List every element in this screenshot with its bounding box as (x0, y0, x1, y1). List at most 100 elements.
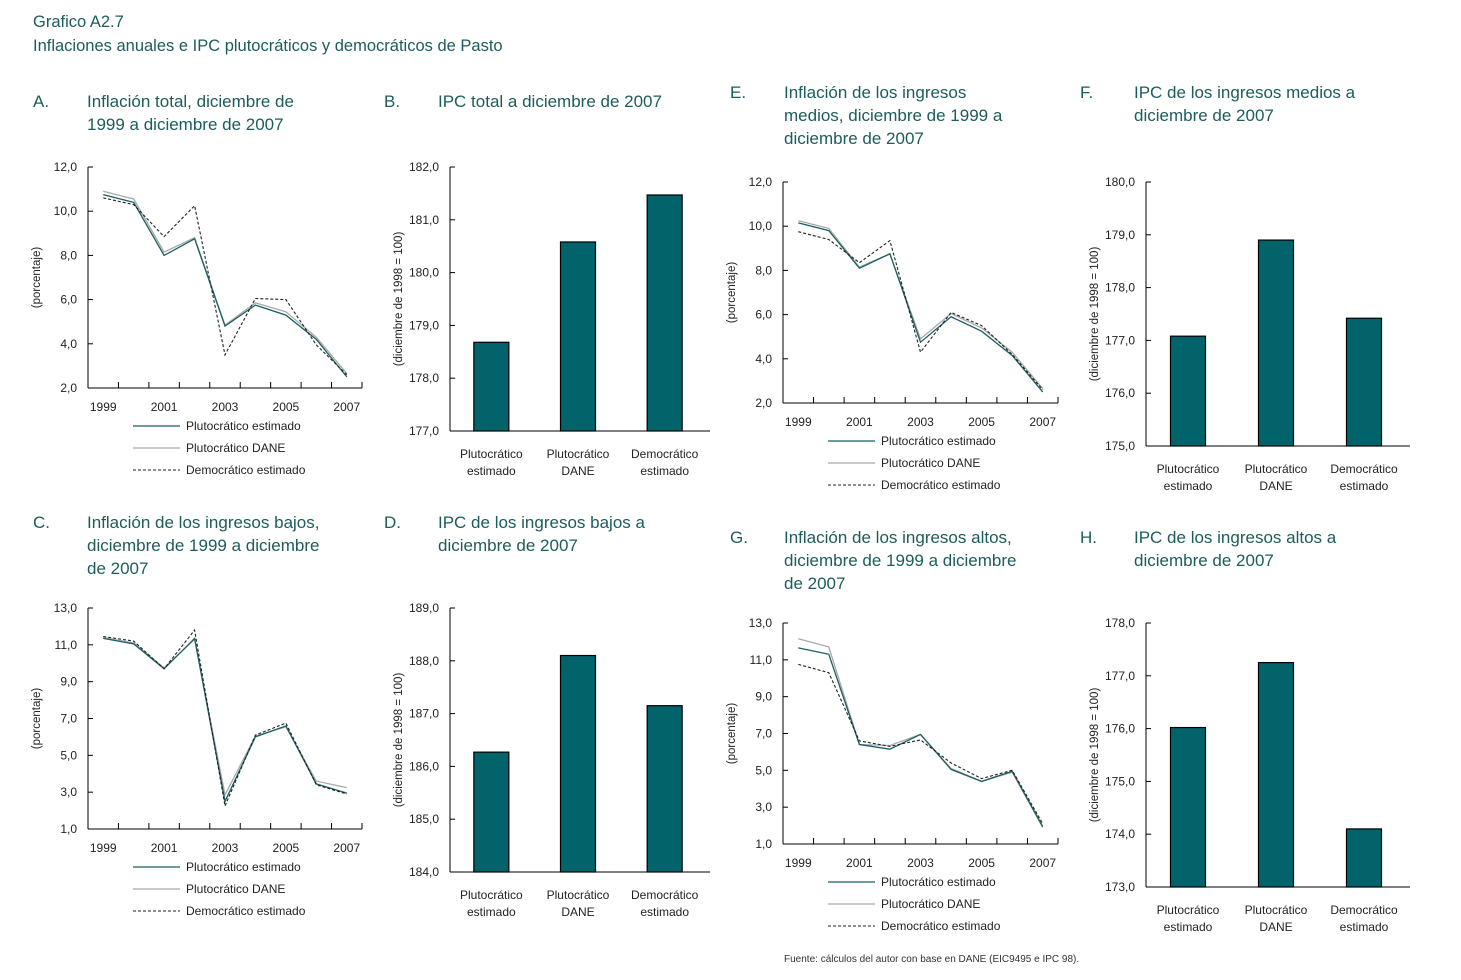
x-category-label: estimado (1164, 920, 1213, 934)
bar (473, 751, 510, 873)
y-axis-label: (diciembre de 1998 = 100) (1089, 247, 1101, 382)
y-tick-label: 7,0 (755, 727, 772, 741)
x-tick-label: 2001 (846, 856, 873, 870)
x-tick-label: 2007 (1029, 856, 1056, 870)
legend-label: Plutocrático estimado (881, 875, 996, 889)
x-category-label: Plutocrático (547, 447, 610, 461)
x-category-label: Plutocrático (460, 447, 523, 461)
y-tick-label: 176,0 (1105, 722, 1135, 736)
panel-letter: H. (1080, 528, 1097, 547)
series-line-plutocr-tico-estimado (798, 647, 1044, 827)
series-line-democr-tico-estimado (103, 197, 348, 376)
x-category-label: Plutocrático (547, 888, 610, 902)
panel-letter: G. (730, 528, 748, 547)
panel-heading: Inflación de los ingresos bajos, diciemb… (87, 513, 320, 578)
y-tick-label: 4,0 (60, 337, 77, 351)
bar (559, 241, 597, 432)
legend-label: Plutocrático DANE (881, 456, 980, 470)
y-tick-label: 10,0 (54, 204, 78, 218)
series-line-plutocr-tico-estimado (103, 193, 348, 378)
x-category-label: DANE (1259, 920, 1292, 934)
series-line-plutocr-tico-dane (798, 220, 1044, 390)
y-tick-label: 176,0 (1105, 386, 1135, 400)
panel-heading: IPC de los ingresos bajos a diciembre de… (438, 513, 645, 555)
x-tick-label: 2003 (907, 415, 934, 429)
legend-label: Plutocrático estimado (186, 419, 301, 433)
x-tick-label: 1999 (785, 415, 812, 429)
x-category-label: estimado (640, 905, 689, 919)
x-category-label: Plutocrático (1157, 462, 1220, 476)
bar (1257, 661, 1295, 888)
y-tick-label: 11,0 (750, 653, 773, 667)
x-tick-label: 2003 (212, 400, 239, 414)
x-category-label: Plutocrático (1245, 462, 1308, 476)
panel-heading: IPC de los ingresos altos a diciembre de… (1134, 528, 1337, 570)
x-tick-label: 1999 (90, 400, 117, 414)
y-tick-label: 180,0 (1105, 175, 1135, 189)
panel-letter: A. (33, 92, 50, 111)
bar (559, 654, 597, 873)
y-tick-label: 184,0 (409, 865, 439, 879)
x-tick-label: 2005 (273, 400, 300, 414)
panel-heading: IPC total a diciembre de 2007 (438, 92, 662, 111)
y-tick-label: 189,0 (409, 601, 439, 615)
y-tick-label: 186,0 (409, 759, 439, 773)
x-category-label: Democrático (1330, 462, 1398, 476)
y-tick-label: 178,0 (1105, 616, 1135, 630)
y-tick-label: 178,0 (409, 371, 439, 385)
y-tick-label: 1,0 (60, 822, 77, 836)
y-tick-label: 177,0 (1105, 333, 1135, 347)
y-tick-label: 13,0 (749, 616, 773, 630)
x-tick-label: 2005 (968, 856, 995, 870)
panel-letter: C. (33, 513, 50, 532)
panel-heading: IPC de los ingresos medios a diciembre d… (1134, 83, 1356, 125)
y-tick-label: 3,0 (755, 800, 772, 814)
y-tick-label: 174,0 (1105, 827, 1135, 841)
x-category-label: DANE (561, 905, 594, 919)
y-axis-label: (porcentaje) (31, 247, 43, 309)
bar (646, 705, 683, 873)
x-tick-label: 1999 (785, 856, 812, 870)
y-tick-label: 11,0 (55, 638, 78, 652)
panel-letter: E. (730, 83, 747, 102)
y-tick-label: 4,0 (755, 352, 772, 366)
bar (473, 341, 510, 432)
y-tick-label: 9,0 (60, 675, 77, 689)
figure-label: Grafico A2.7 (33, 13, 124, 31)
y-axis-label: (diciembre de 1998 = 100) (393, 232, 405, 367)
panel-letter: B. (384, 92, 401, 111)
y-tick-label: 3,0 (60, 785, 77, 799)
x-tick-label: 2007 (333, 841, 360, 855)
legend-label: Plutocrático estimado (186, 860, 301, 874)
y-tick-label: 179,0 (409, 318, 439, 332)
y-tick-label: 1,0 (755, 837, 772, 851)
y-axis-label: (diciembre de 1998 = 100) (393, 673, 405, 808)
x-tick-label: 2001 (846, 415, 873, 429)
y-tick-label: 187,0 (409, 707, 439, 721)
y-tick-label: 179,0 (1105, 228, 1135, 242)
y-tick-label: 12,0 (54, 160, 78, 174)
bar (1169, 335, 1207, 447)
x-category-label: DANE (561, 464, 594, 478)
y-axis-label: (porcentaje) (726, 262, 738, 324)
y-tick-label: 5,0 (755, 763, 772, 777)
figure-header: Grafico A2.7 Inflaciones anuales e IPC p… (33, 10, 503, 58)
x-category-label: estimado (1340, 479, 1389, 493)
y-tick-label: 10,0 (749, 219, 773, 233)
x-category-label: estimado (467, 464, 516, 478)
bar (1345, 317, 1383, 447)
y-tick-label: 2,0 (755, 396, 772, 410)
x-tick-label: 2001 (151, 841, 178, 855)
panel-heading: Inflación de los ingresos altos, diciemb… (784, 528, 1017, 593)
bar (1257, 239, 1295, 447)
x-category-label: estimado (640, 464, 689, 478)
legend-label: Democrático estimado (881, 919, 1001, 933)
y-tick-label: 2,0 (60, 381, 77, 395)
legend-label: Plutocrático DANE (186, 441, 285, 455)
y-tick-label: 8,0 (755, 263, 772, 277)
